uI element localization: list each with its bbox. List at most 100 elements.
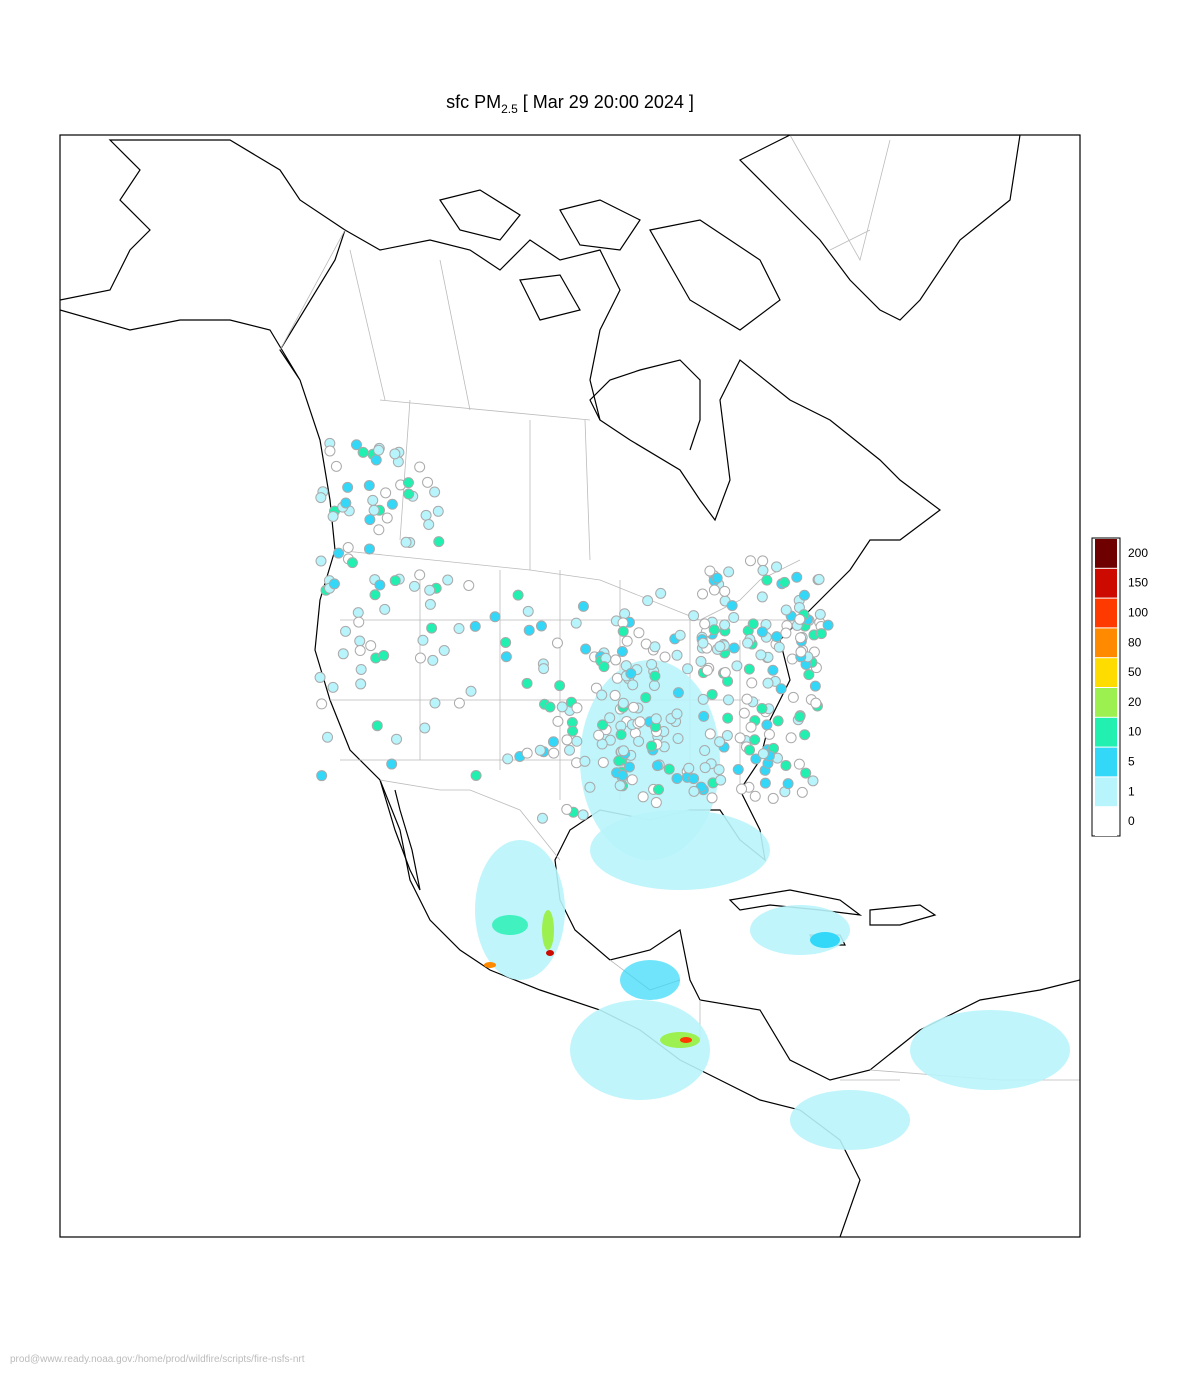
station [814, 608, 826, 620]
station [697, 588, 709, 600]
station [697, 693, 709, 705]
station [795, 646, 807, 658]
legend-swatch [1095, 568, 1117, 598]
station [414, 652, 426, 664]
station [767, 664, 779, 676]
station [408, 580, 420, 592]
station [512, 589, 524, 601]
station [791, 571, 803, 583]
legend-label: 0 [1128, 814, 1135, 828]
station [534, 744, 546, 756]
station [368, 504, 380, 516]
station [342, 542, 354, 554]
legend-swatch [1095, 628, 1117, 658]
station [386, 498, 398, 510]
station [704, 728, 716, 740]
map [60, 135, 1080, 1237]
station [719, 585, 731, 597]
station [324, 445, 336, 457]
station [548, 747, 560, 759]
station [649, 641, 661, 653]
station [414, 569, 426, 581]
station [800, 767, 812, 779]
station [761, 719, 773, 731]
station [706, 792, 718, 804]
station [373, 444, 385, 456]
title: sfc PM2.5 [ Mar 29 20:00 2024 ] [446, 92, 694, 116]
station [794, 613, 806, 625]
station [609, 689, 621, 701]
title-prefix: sfc PM [446, 92, 501, 112]
station [815, 628, 827, 640]
station [314, 671, 326, 683]
station [682, 663, 694, 675]
station [648, 679, 660, 691]
station [438, 645, 450, 657]
legend-label: 200 [1128, 546, 1148, 560]
station [750, 753, 762, 765]
station [403, 488, 415, 500]
station [536, 812, 548, 824]
station [714, 736, 726, 748]
station [465, 685, 477, 697]
station [743, 663, 755, 675]
station [794, 711, 806, 723]
station [728, 612, 740, 624]
station [547, 736, 559, 748]
station [749, 734, 761, 746]
station [523, 624, 535, 636]
station [674, 629, 686, 641]
station [354, 635, 366, 647]
station [780, 604, 792, 616]
station [671, 708, 683, 720]
station [544, 701, 556, 713]
station [663, 763, 675, 775]
station [604, 712, 616, 724]
station [767, 792, 779, 804]
station [756, 703, 768, 715]
station [649, 670, 661, 682]
station [723, 566, 735, 578]
station [596, 689, 608, 701]
station [628, 701, 640, 713]
station [701, 664, 713, 676]
station [672, 687, 684, 699]
station [432, 505, 444, 517]
footer: prod@www.ready.noaa.gov:/home/prod/wildf… [10, 1354, 305, 1365]
legend-label: 150 [1128, 576, 1148, 590]
station [346, 557, 358, 569]
station [567, 725, 579, 737]
station [745, 721, 757, 733]
station [653, 784, 665, 796]
station [371, 720, 383, 732]
station [704, 565, 716, 577]
station [706, 688, 718, 700]
station [747, 618, 759, 630]
station [780, 627, 792, 639]
station [822, 619, 834, 631]
station [650, 713, 662, 725]
station [744, 744, 756, 756]
legend-label: 100 [1128, 606, 1148, 620]
station [756, 626, 768, 638]
station [350, 439, 362, 451]
station [755, 649, 767, 661]
station [598, 661, 610, 673]
station [651, 760, 663, 772]
station [554, 680, 566, 692]
legend-label: 20 [1128, 695, 1142, 709]
station [699, 618, 711, 630]
station [756, 591, 768, 603]
station [502, 753, 514, 765]
station [419, 722, 431, 734]
station [655, 587, 667, 599]
legend-swatch [1095, 717, 1117, 747]
station [728, 642, 740, 654]
station [337, 648, 349, 660]
station [610, 654, 622, 666]
station [389, 448, 401, 460]
station [363, 543, 375, 555]
station [500, 636, 512, 648]
station [423, 519, 435, 531]
station [715, 774, 727, 786]
